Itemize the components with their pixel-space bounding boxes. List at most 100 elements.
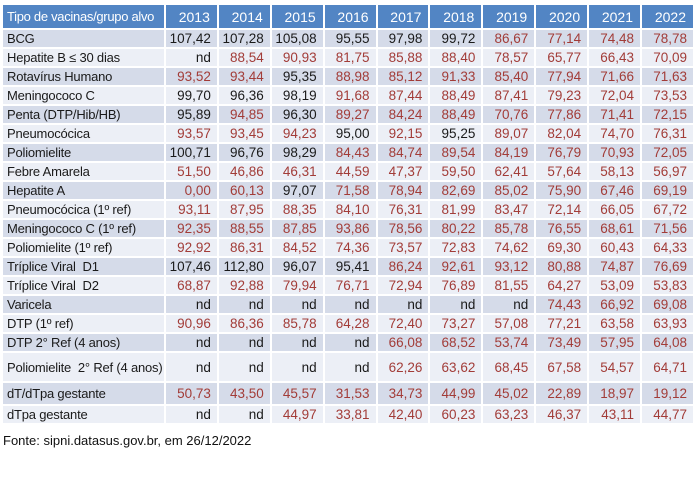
coverage-value-cell: 98,29 bbox=[269, 142, 325, 163]
vaccine-label-cell: Meningococo C bbox=[1, 85, 166, 106]
coverage-value-cell: 86,67 bbox=[481, 28, 537, 49]
coverage-value-cell: 79,94 bbox=[269, 275, 325, 296]
table-row: Rotavírus Humano 93,52 93,44 95,35 88,98 85,1… bbox=[1, 66, 695, 87]
coverage-value-cell: 93,45 bbox=[216, 123, 272, 144]
coverage-value-cell: 84,43 bbox=[322, 142, 378, 163]
coverage-value-cell: 76,31 bbox=[640, 123, 695, 144]
vaccine-label-cell: Rotavírus Humano bbox=[1, 66, 166, 87]
coverage-value-cell: 107,42 bbox=[164, 28, 219, 49]
coverage-value-cell: 62,41 bbox=[481, 161, 537, 182]
table-row: DTP 2° Ref (4 anos) nd nd nd nd 66,08 68,52 53,… bbox=[1, 332, 695, 353]
coverage-value-cell: 74,36 bbox=[322, 237, 378, 258]
coverage-value-cell: 90,96 bbox=[164, 313, 219, 334]
coverage-value-cell: 53,09 bbox=[587, 275, 643, 296]
coverage-value-cell: 88,98 bbox=[322, 66, 378, 87]
coverage-value-cell: 92,88 bbox=[216, 275, 272, 296]
coverage-value-cell: 57,95 bbox=[587, 332, 643, 353]
coverage-value-cell: 99,72 bbox=[428, 28, 484, 49]
coverage-value-cell: 87,44 bbox=[375, 85, 431, 106]
coverage-value-cell: 92,15 bbox=[375, 123, 431, 144]
vaccine-label-cell: Tríplice Viral D2 bbox=[1, 275, 166, 296]
coverage-value-cell: 44,99 bbox=[428, 381, 484, 406]
coverage-value-cell: 112,80 bbox=[216, 256, 272, 277]
coverage-value-cell: nd bbox=[481, 294, 537, 315]
coverage-value-cell: 43,50 bbox=[216, 381, 272, 406]
coverage-value-cell: 67,72 bbox=[640, 199, 695, 220]
corner-header-cell: Tipo de vacinas/grupo alvo bbox=[1, 3, 166, 30]
year-header-2013: 2013 bbox=[164, 3, 219, 30]
coverage-value-cell: 78,94 bbox=[375, 180, 431, 201]
coverage-value-cell: 74,87 bbox=[587, 256, 643, 277]
table-row: Meningococo C (1º ref) 92,35 88,55 87,85 93,… bbox=[1, 218, 695, 239]
vaccine-label-cell: BCG bbox=[1, 28, 166, 49]
coverage-value-cell: 45,02 bbox=[481, 381, 537, 406]
coverage-value-cell: 50,73 bbox=[164, 381, 219, 406]
coverage-value-cell: 56,97 bbox=[640, 161, 695, 182]
table-row: dT/dTpa gestante 50,73 43,50 45,57 31,53 34,7… bbox=[1, 381, 695, 406]
vaccine-label-cell: Poliomielite (1º ref) bbox=[1, 237, 166, 258]
coverage-value-cell: 97,07 bbox=[269, 180, 325, 201]
coverage-value-cell: 88,40 bbox=[428, 47, 484, 68]
coverage-value-cell: 71,66 bbox=[587, 66, 643, 87]
coverage-value-cell: 66,08 bbox=[375, 332, 431, 353]
table-row: Pneumocócica (1º ref) 93,11 87,95 88,35 84,1… bbox=[1, 199, 695, 220]
table-row: Tríplice Viral D2 68,87 92,88 79,94 76,71 72,… bbox=[1, 275, 695, 296]
coverage-value-cell: 83,47 bbox=[481, 199, 537, 220]
coverage-value-cell: 76,55 bbox=[534, 218, 590, 239]
coverage-value-cell: 105,08 bbox=[269, 28, 325, 49]
vaccine-label-cell: Meningococo C (1º ref) bbox=[1, 218, 166, 239]
coverage-value-cell: 85,78 bbox=[269, 313, 325, 334]
coverage-value-cell: 67,58 bbox=[534, 351, 590, 383]
table-row: Penta (DTP/Hib/HB) 95,89 94,85 96,30 89,27 84… bbox=[1, 104, 695, 125]
coverage-value-cell: nd bbox=[269, 294, 325, 315]
coverage-value-cell: 0,00 bbox=[164, 180, 219, 201]
coverage-value-cell: 82,69 bbox=[428, 180, 484, 201]
coverage-value-cell: 76,79 bbox=[534, 142, 590, 163]
coverage-value-cell: nd bbox=[375, 294, 431, 315]
table-row: Poliomielite 100,71 96,76 98,29 84,43 84,74 89… bbox=[1, 142, 695, 163]
table-body: BCG 107,42 107,28 105,08 95,55 97,98 99,72 86,6… bbox=[1, 28, 695, 425]
vaccine-label-cell: Hepatite B ≤ 30 dias bbox=[1, 47, 166, 68]
coverage-value-cell: 74,43 bbox=[534, 294, 590, 315]
coverage-value-cell: 81,55 bbox=[481, 275, 537, 296]
coverage-value-cell: nd bbox=[322, 351, 378, 383]
coverage-value-cell: 76,69 bbox=[640, 256, 695, 277]
coverage-value-cell: 98,19 bbox=[269, 85, 325, 106]
coverage-value-cell: 85,88 bbox=[375, 47, 431, 68]
vaccine-label-cell: Penta (DTP/Hib/HB) bbox=[1, 104, 166, 125]
coverage-value-cell: 47,37 bbox=[375, 161, 431, 182]
table-row: Pneumocócica 93,57 93,45 94,23 95,00 92,15 95,… bbox=[1, 123, 695, 144]
coverage-value-cell: 72,15 bbox=[640, 104, 695, 125]
coverage-value-cell: 44,59 bbox=[322, 161, 378, 182]
coverage-value-cell: 33,81 bbox=[322, 404, 378, 425]
year-header-2019: 2019 bbox=[481, 3, 537, 30]
coverage-value-cell: nd bbox=[216, 332, 272, 353]
coverage-value-cell: 97,98 bbox=[375, 28, 431, 49]
year-header-2016: 2016 bbox=[322, 3, 378, 30]
year-header-2014: 2014 bbox=[216, 3, 272, 30]
table-row: Poliomielite (1º ref) 92,92 86,31 84,52 74,3… bbox=[1, 237, 695, 258]
coverage-value-cell: 74,48 bbox=[587, 28, 643, 49]
vaccine-label-cell: Varicela bbox=[1, 294, 166, 315]
coverage-value-cell: 81,99 bbox=[428, 199, 484, 220]
coverage-value-cell: 96,30 bbox=[269, 104, 325, 125]
coverage-value-cell: 68,87 bbox=[164, 275, 219, 296]
vaccine-label-cell: DTP 2° Ref (4 anos) bbox=[1, 332, 166, 353]
coverage-value-cell: 93,44 bbox=[216, 66, 272, 87]
coverage-value-cell: 107,28 bbox=[216, 28, 272, 49]
coverage-value-cell: nd bbox=[216, 351, 272, 383]
coverage-value-cell: 84,10 bbox=[322, 199, 378, 220]
coverage-value-cell: 70,93 bbox=[587, 142, 643, 163]
vaccine-label-cell: Pneumocócica bbox=[1, 123, 166, 144]
coverage-value-cell: 94,85 bbox=[216, 104, 272, 125]
coverage-value-cell: 87,85 bbox=[269, 218, 325, 239]
vaccination-coverage-page: Tipo de vacinas/grupo alvo 2013 2014 2015 2… bbox=[0, 3, 695, 484]
coverage-value-cell: 89,27 bbox=[322, 104, 378, 125]
coverage-value-cell: 60,23 bbox=[428, 404, 484, 425]
coverage-value-cell: nd bbox=[164, 404, 219, 425]
vaccine-label-cell: Poliomielite bbox=[1, 142, 166, 163]
coverage-value-cell: 67,46 bbox=[587, 180, 643, 201]
coverage-value-cell: 82,04 bbox=[534, 123, 590, 144]
coverage-value-cell: 71,63 bbox=[640, 66, 695, 87]
coverage-value-cell: 53,83 bbox=[640, 275, 695, 296]
